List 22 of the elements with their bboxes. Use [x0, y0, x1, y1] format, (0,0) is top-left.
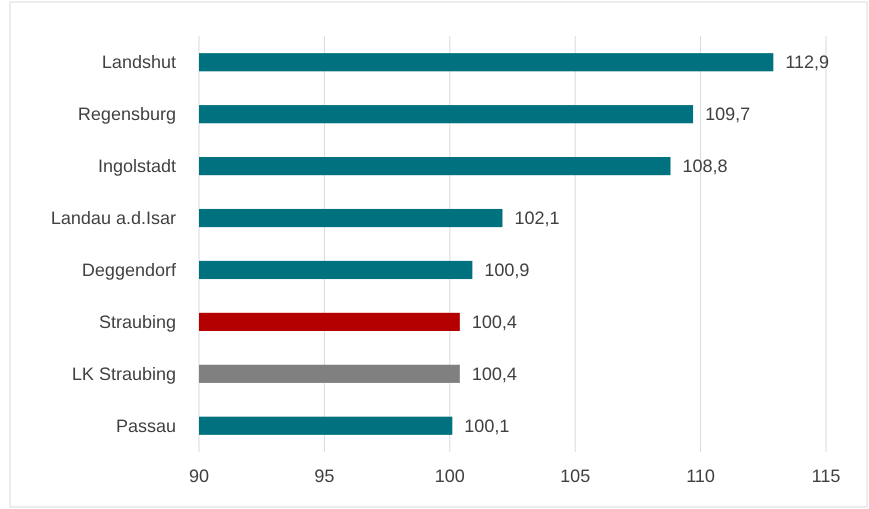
y-tick-label: Deggendorf	[82, 260, 177, 280]
data-label: 100,9	[484, 260, 530, 280]
y-tick-label: Landau a.d.Isar	[50, 208, 176, 228]
data-label: 102,1	[514, 208, 560, 228]
x-tick-label: 115	[812, 466, 840, 486]
y-tick-label: Passau	[116, 416, 176, 436]
y-tick-label: Landshut	[102, 52, 176, 72]
x-tick-label: 105	[560, 466, 590, 486]
data-label: 100,4	[472, 364, 517, 384]
x-tick-label: 90	[188, 466, 210, 486]
x-tick-label: 110	[686, 466, 715, 486]
y-tick-label: Ingolstadt	[98, 156, 176, 176]
data-label: 100,1	[464, 416, 510, 436]
data-label: 108,8	[682, 156, 728, 176]
y-tick-label: LK Straubing	[72, 364, 176, 384]
data-label: 109,7	[705, 104, 750, 124]
y-tick-label: Regensburg	[78, 104, 176, 124]
data-label: 100,4	[472, 312, 517, 332]
x-tick-label: 95	[314, 466, 334, 486]
x-tick-label: 100	[434, 466, 465, 486]
y-tick-label: Straubing	[98, 312, 176, 332]
data-label: 112,9	[785, 52, 830, 72]
